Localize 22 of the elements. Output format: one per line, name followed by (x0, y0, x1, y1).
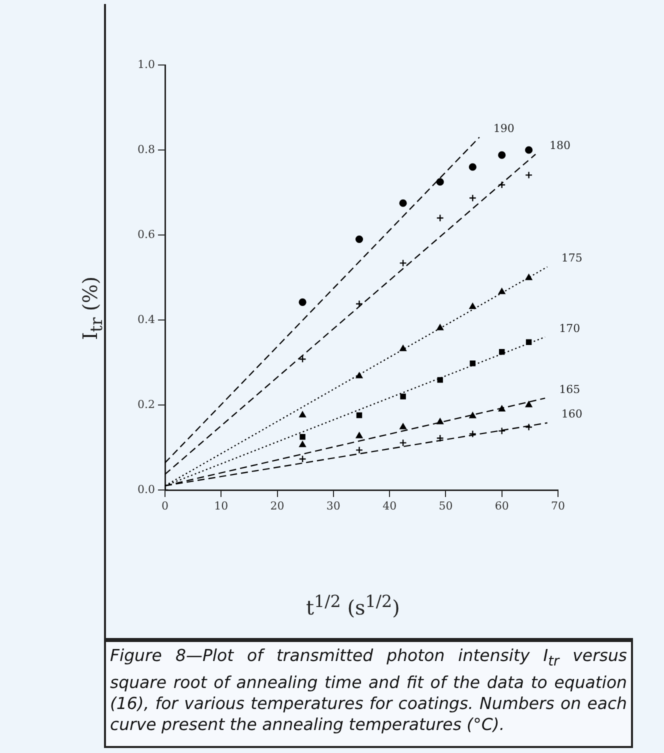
x-tick-label: 20 (270, 499, 284, 512)
x-tick-label: 50 (438, 499, 453, 512)
x-tick-label: 10 (214, 499, 228, 512)
annotation: 170 (559, 322, 580, 335)
y-tick-label: 0.6 (138, 228, 155, 241)
caption: Figure 8—Plot of transmitted photon intensity I$_{tr}$ versus square root of annealing time and fit of the data to equation (16), for various temperatures for coatings. Numbers on each curve present the annealing temperatures (°C). (104, 640, 633, 748)
annotation: 165 (559, 383, 580, 396)
annotation: 160 (561, 408, 582, 421)
x-tick-label: 70 (551, 499, 565, 512)
x-axis-title: t$^{1/2}$ (s$^{1/2}$) (306, 592, 400, 620)
annotation: 180 (550, 139, 571, 152)
y-tick-label: 0.8 (138, 142, 155, 156)
x-tick-label: 0 (162, 499, 168, 512)
y-tick-label: 0.0 (138, 482, 155, 496)
y-tick-label: 1.0 (138, 58, 155, 71)
annotation: 190 (493, 122, 514, 136)
y-tick-label: 0.4 (138, 312, 155, 326)
y-tick-label: 0.2 (138, 398, 155, 411)
annotation: 175 (561, 252, 582, 265)
x-tick-label: 40 (382, 499, 397, 512)
x-tick-label: 60 (494, 499, 509, 512)
x-tick-label: 30 (326, 499, 340, 512)
